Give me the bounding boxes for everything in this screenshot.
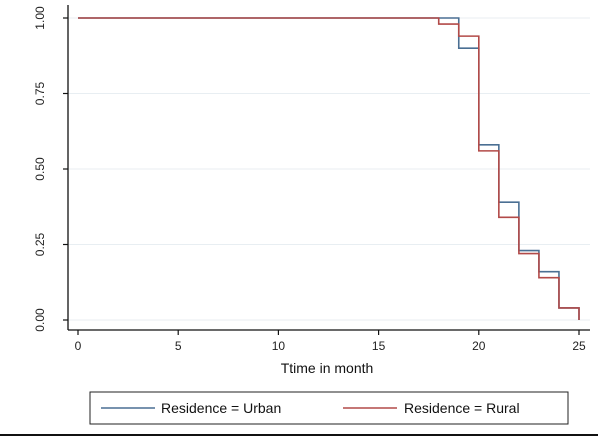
x-tick-label-5: 25 (572, 339, 586, 353)
series-line-residence-rural (78, 17, 580, 320)
y-tick-label-3: 0.75 (33, 81, 47, 105)
x-tick-label-4: 20 (472, 339, 486, 353)
y-tick-label-0: 0.00 (33, 308, 47, 332)
series-layer (78, 17, 580, 320)
legend-box (89, 391, 569, 425)
x-tick-label-2: 10 (272, 339, 286, 353)
y-tick-label-4: 1.00 (33, 6, 47, 30)
legend-label-1: Residence = Rural (404, 400, 520, 416)
x-tick-label-0: 0 (75, 339, 82, 353)
legend-label-0: Residence = Urban (161, 400, 281, 416)
axis-layer: 0.00 0.25 0.50 0.75 1.00 0 5 10 15 20 25 (33, 5, 590, 353)
y-tick-label-1: 0.25 (33, 232, 47, 256)
y-tick-label-2: 0.50 (33, 157, 47, 181)
x-tick-label-3: 15 (372, 339, 386, 353)
legend: Residence = Urban Residence = Rural (89, 391, 569, 425)
grid-layer (68, 17, 590, 321)
x-axis-title: Ttime in month (281, 360, 374, 376)
x-tick-label-1: 5 (175, 339, 182, 353)
